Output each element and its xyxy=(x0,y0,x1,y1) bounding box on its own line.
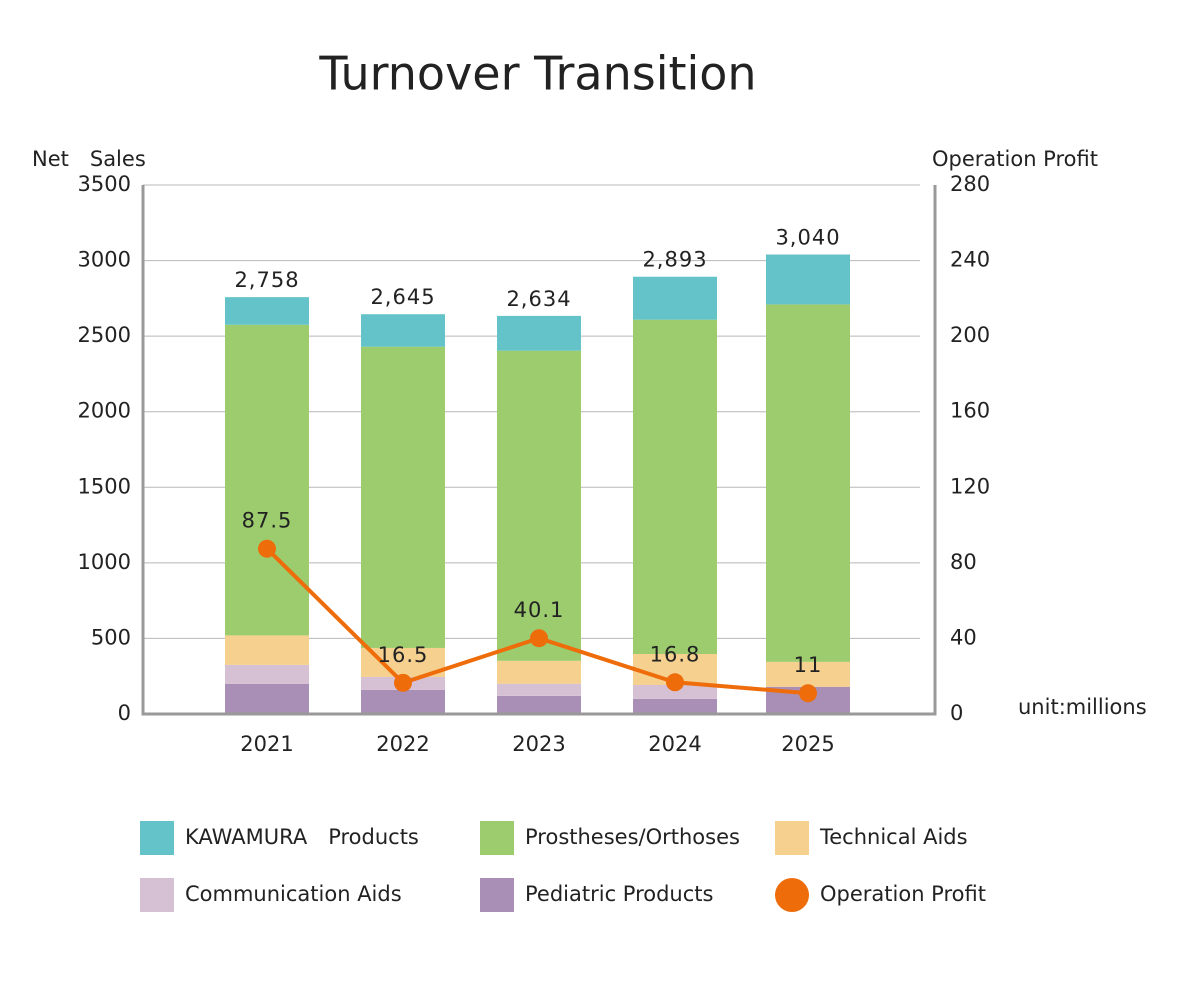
y-tick-label: 2000 xyxy=(78,399,131,423)
profit-label: 40.1 xyxy=(514,598,565,622)
bar-segment xyxy=(225,664,309,684)
legend-swatch xyxy=(140,878,174,912)
bar-segment xyxy=(633,698,717,714)
profit-label: 16.5 xyxy=(378,643,429,667)
total-label: 2,893 xyxy=(642,248,707,272)
y2-tick-label: 200 xyxy=(950,323,990,347)
y2-axis-label: Operation Profit xyxy=(932,147,1098,171)
bar-segment xyxy=(361,346,445,648)
bar-segment xyxy=(633,319,717,654)
y-tick-label: 1000 xyxy=(78,550,131,574)
legend-swatch xyxy=(480,821,514,855)
legend-label: Communication Aids xyxy=(185,882,402,906)
total-label: 2,634 xyxy=(506,287,571,311)
y2-tick-label: 240 xyxy=(950,248,990,272)
bar-segment xyxy=(633,684,717,699)
total-label: 2,645 xyxy=(370,285,435,309)
y2-tick-label: 160 xyxy=(950,399,990,423)
legend-swatch xyxy=(775,821,809,855)
y-tick-label: 3500 xyxy=(78,172,131,196)
y2-tick-label: 0 xyxy=(950,701,963,725)
bar-segment xyxy=(497,660,581,684)
profit-point xyxy=(799,684,817,703)
bar-segment xyxy=(225,297,309,325)
bar-segment xyxy=(497,695,581,714)
y-tick-label: 2500 xyxy=(78,323,131,347)
y2-tick-label: 280 xyxy=(950,172,990,196)
profit-point xyxy=(258,539,276,558)
y-axis-label: Net Sales xyxy=(32,147,146,171)
y-tick-label: 0 xyxy=(118,701,131,725)
profit-point xyxy=(530,629,548,648)
profit-label: 87.5 xyxy=(242,509,293,533)
axis xyxy=(141,185,937,716)
bar-segment xyxy=(766,254,850,305)
y2-tick-label: 40 xyxy=(950,625,977,649)
profit-point xyxy=(394,673,412,692)
legend-label: Prostheses/Orthoses xyxy=(525,825,740,849)
legend-label: Pediatric Products xyxy=(525,882,713,906)
x-tick-label: 2024 xyxy=(648,732,701,756)
legend-swatch xyxy=(140,821,174,855)
bar-segment xyxy=(633,276,717,320)
legend-label: Operation Profit xyxy=(820,882,986,906)
x-tick-label: 2022 xyxy=(376,732,429,756)
legend-swatch xyxy=(775,878,809,912)
bar-segment xyxy=(766,661,850,687)
bar-segment xyxy=(225,683,309,714)
bar-segment xyxy=(225,635,309,665)
profit-label: 16.8 xyxy=(650,642,701,666)
y-tick-label: 1500 xyxy=(78,474,131,498)
bar-segment xyxy=(497,315,581,351)
y2-tick-label: 80 xyxy=(950,550,977,574)
total-label: 3,040 xyxy=(775,226,840,250)
x-tick-label: 2021 xyxy=(240,732,293,756)
profit-point xyxy=(666,673,684,692)
y2-tick-label: 120 xyxy=(950,474,990,498)
y-tick-label: 500 xyxy=(91,625,131,649)
legend-label: KAWAMURA Products xyxy=(185,825,419,849)
bar-segment xyxy=(497,350,581,661)
unit-note: unit:millions xyxy=(1018,695,1147,719)
x-tick-label: 2025 xyxy=(781,732,834,756)
bar-segment xyxy=(766,304,850,662)
chart-title: Turnover Transition xyxy=(318,47,756,101)
bar-segment xyxy=(361,314,445,347)
x-tick-label: 2023 xyxy=(512,732,565,756)
y-tick-label: 3000 xyxy=(78,248,131,272)
bar-segment xyxy=(361,689,445,714)
total-label: 2,758 xyxy=(234,268,299,292)
legend-label: Technical Aids xyxy=(819,825,968,849)
bar-segment xyxy=(225,324,309,636)
legend-swatch xyxy=(480,878,514,912)
bar-segment xyxy=(497,683,581,696)
profit-label: 11 xyxy=(794,653,823,677)
